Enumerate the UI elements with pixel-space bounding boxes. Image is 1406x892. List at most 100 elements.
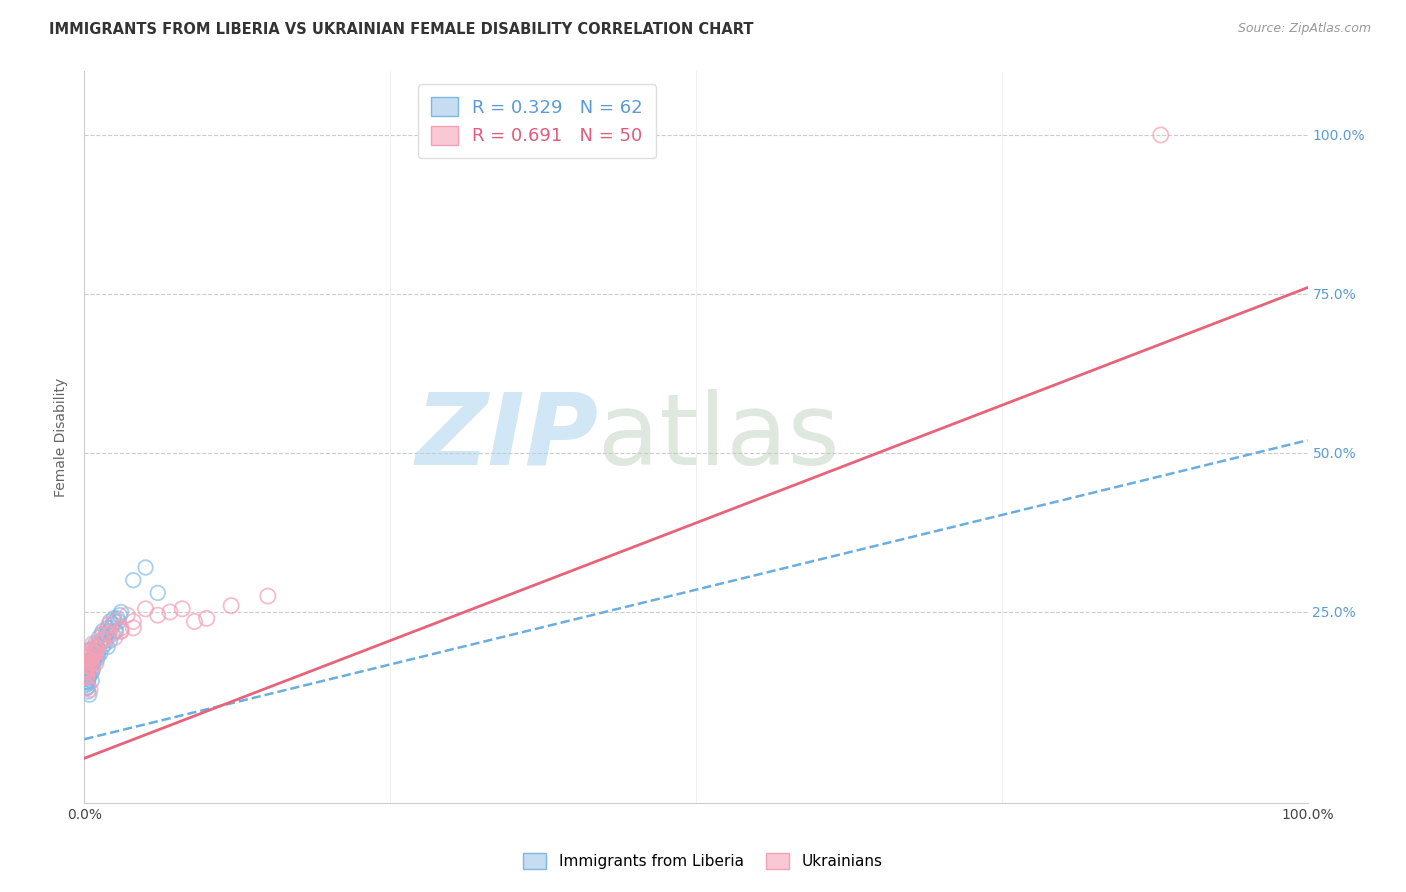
- Point: [76, 662, 98, 676]
- Point: [97, 627, 120, 641]
- Point: [76, 671, 98, 685]
- Point: [122, 573, 145, 587]
- Point: [83, 640, 105, 654]
- Point: [77, 653, 100, 667]
- Point: [91, 624, 114, 638]
- Point: [93, 631, 115, 645]
- Point: [100, 621, 122, 635]
- Point: [219, 599, 242, 613]
- Point: [83, 646, 105, 660]
- Point: [73, 665, 96, 680]
- Point: [104, 615, 127, 629]
- Point: [195, 611, 218, 625]
- Point: [79, 653, 101, 667]
- Point: [75, 657, 97, 671]
- Point: [90, 627, 112, 641]
- Point: [73, 662, 96, 676]
- Point: [159, 605, 181, 619]
- Point: [97, 621, 120, 635]
- Point: [76, 643, 98, 657]
- Point: [79, 643, 101, 657]
- Point: [101, 617, 124, 632]
- Point: [82, 649, 104, 664]
- Point: [83, 653, 105, 667]
- Point: [80, 673, 103, 688]
- Point: [86, 653, 108, 667]
- Point: [82, 661, 104, 675]
- Point: [76, 681, 98, 696]
- Point: [104, 624, 127, 638]
- Point: [110, 624, 132, 638]
- Point: [80, 656, 103, 670]
- Point: [84, 656, 107, 670]
- Point: [77, 665, 100, 680]
- Point: [86, 643, 108, 657]
- Point: [76, 681, 98, 695]
- Point: [79, 682, 101, 697]
- Point: [122, 621, 145, 635]
- Point: [76, 662, 98, 676]
- Point: [89, 637, 111, 651]
- Point: [75, 659, 97, 673]
- Point: [87, 646, 110, 660]
- Point: [104, 631, 127, 645]
- Point: [91, 627, 114, 641]
- Point: [77, 659, 100, 673]
- Point: [80, 653, 103, 667]
- Point: [183, 615, 205, 629]
- Point: [91, 640, 114, 654]
- Point: [77, 669, 100, 683]
- Point: [135, 560, 157, 574]
- Point: [76, 675, 98, 690]
- Point: [80, 662, 103, 676]
- Point: [87, 631, 110, 645]
- Point: [105, 611, 128, 625]
- Point: [86, 643, 108, 657]
- Point: [75, 672, 97, 686]
- Point: [135, 602, 157, 616]
- Point: [115, 608, 138, 623]
- Text: Source: ZipAtlas.com: Source: ZipAtlas.com: [1237, 22, 1371, 36]
- Point: [257, 589, 280, 603]
- Point: [75, 668, 97, 682]
- Point: [79, 661, 101, 675]
- Point: [122, 615, 145, 629]
- Point: [84, 646, 107, 660]
- Point: [87, 637, 110, 651]
- Point: [146, 608, 169, 623]
- Point: [97, 617, 120, 632]
- Point: [75, 665, 97, 680]
- Point: [75, 675, 97, 690]
- Point: [82, 656, 104, 670]
- Point: [79, 669, 101, 683]
- Point: [87, 649, 110, 664]
- Point: [1150, 128, 1173, 142]
- Point: [86, 640, 108, 654]
- Point: [76, 680, 98, 694]
- Point: [77, 649, 100, 664]
- Point: [77, 659, 100, 673]
- Point: [91, 633, 114, 648]
- Point: [77, 657, 100, 672]
- Point: [103, 611, 125, 625]
- Point: [77, 684, 100, 698]
- Point: [84, 649, 107, 664]
- Text: IMMIGRANTS FROM LIBERIA VS UKRAINIAN FEMALE DISABILITY CORRELATION CHART: IMMIGRANTS FROM LIBERIA VS UKRAINIAN FEM…: [49, 22, 754, 37]
- Point: [104, 615, 127, 629]
- Legend: R = 0.329   N = 62, R = 0.691   N = 50: R = 0.329 N = 62, R = 0.691 N = 50: [418, 84, 655, 158]
- Point: [77, 668, 100, 682]
- Point: [101, 627, 124, 641]
- Point: [172, 602, 194, 616]
- Point: [108, 608, 131, 623]
- Text: atlas: atlas: [598, 389, 839, 485]
- Text: ZIP: ZIP: [415, 389, 598, 485]
- Point: [84, 637, 107, 651]
- Point: [77, 656, 100, 670]
- Point: [83, 646, 105, 660]
- Point: [76, 659, 98, 673]
- Point: [73, 664, 96, 678]
- Point: [91, 633, 114, 648]
- Point: [110, 621, 132, 635]
- Point: [79, 658, 101, 673]
- Point: [97, 624, 120, 638]
